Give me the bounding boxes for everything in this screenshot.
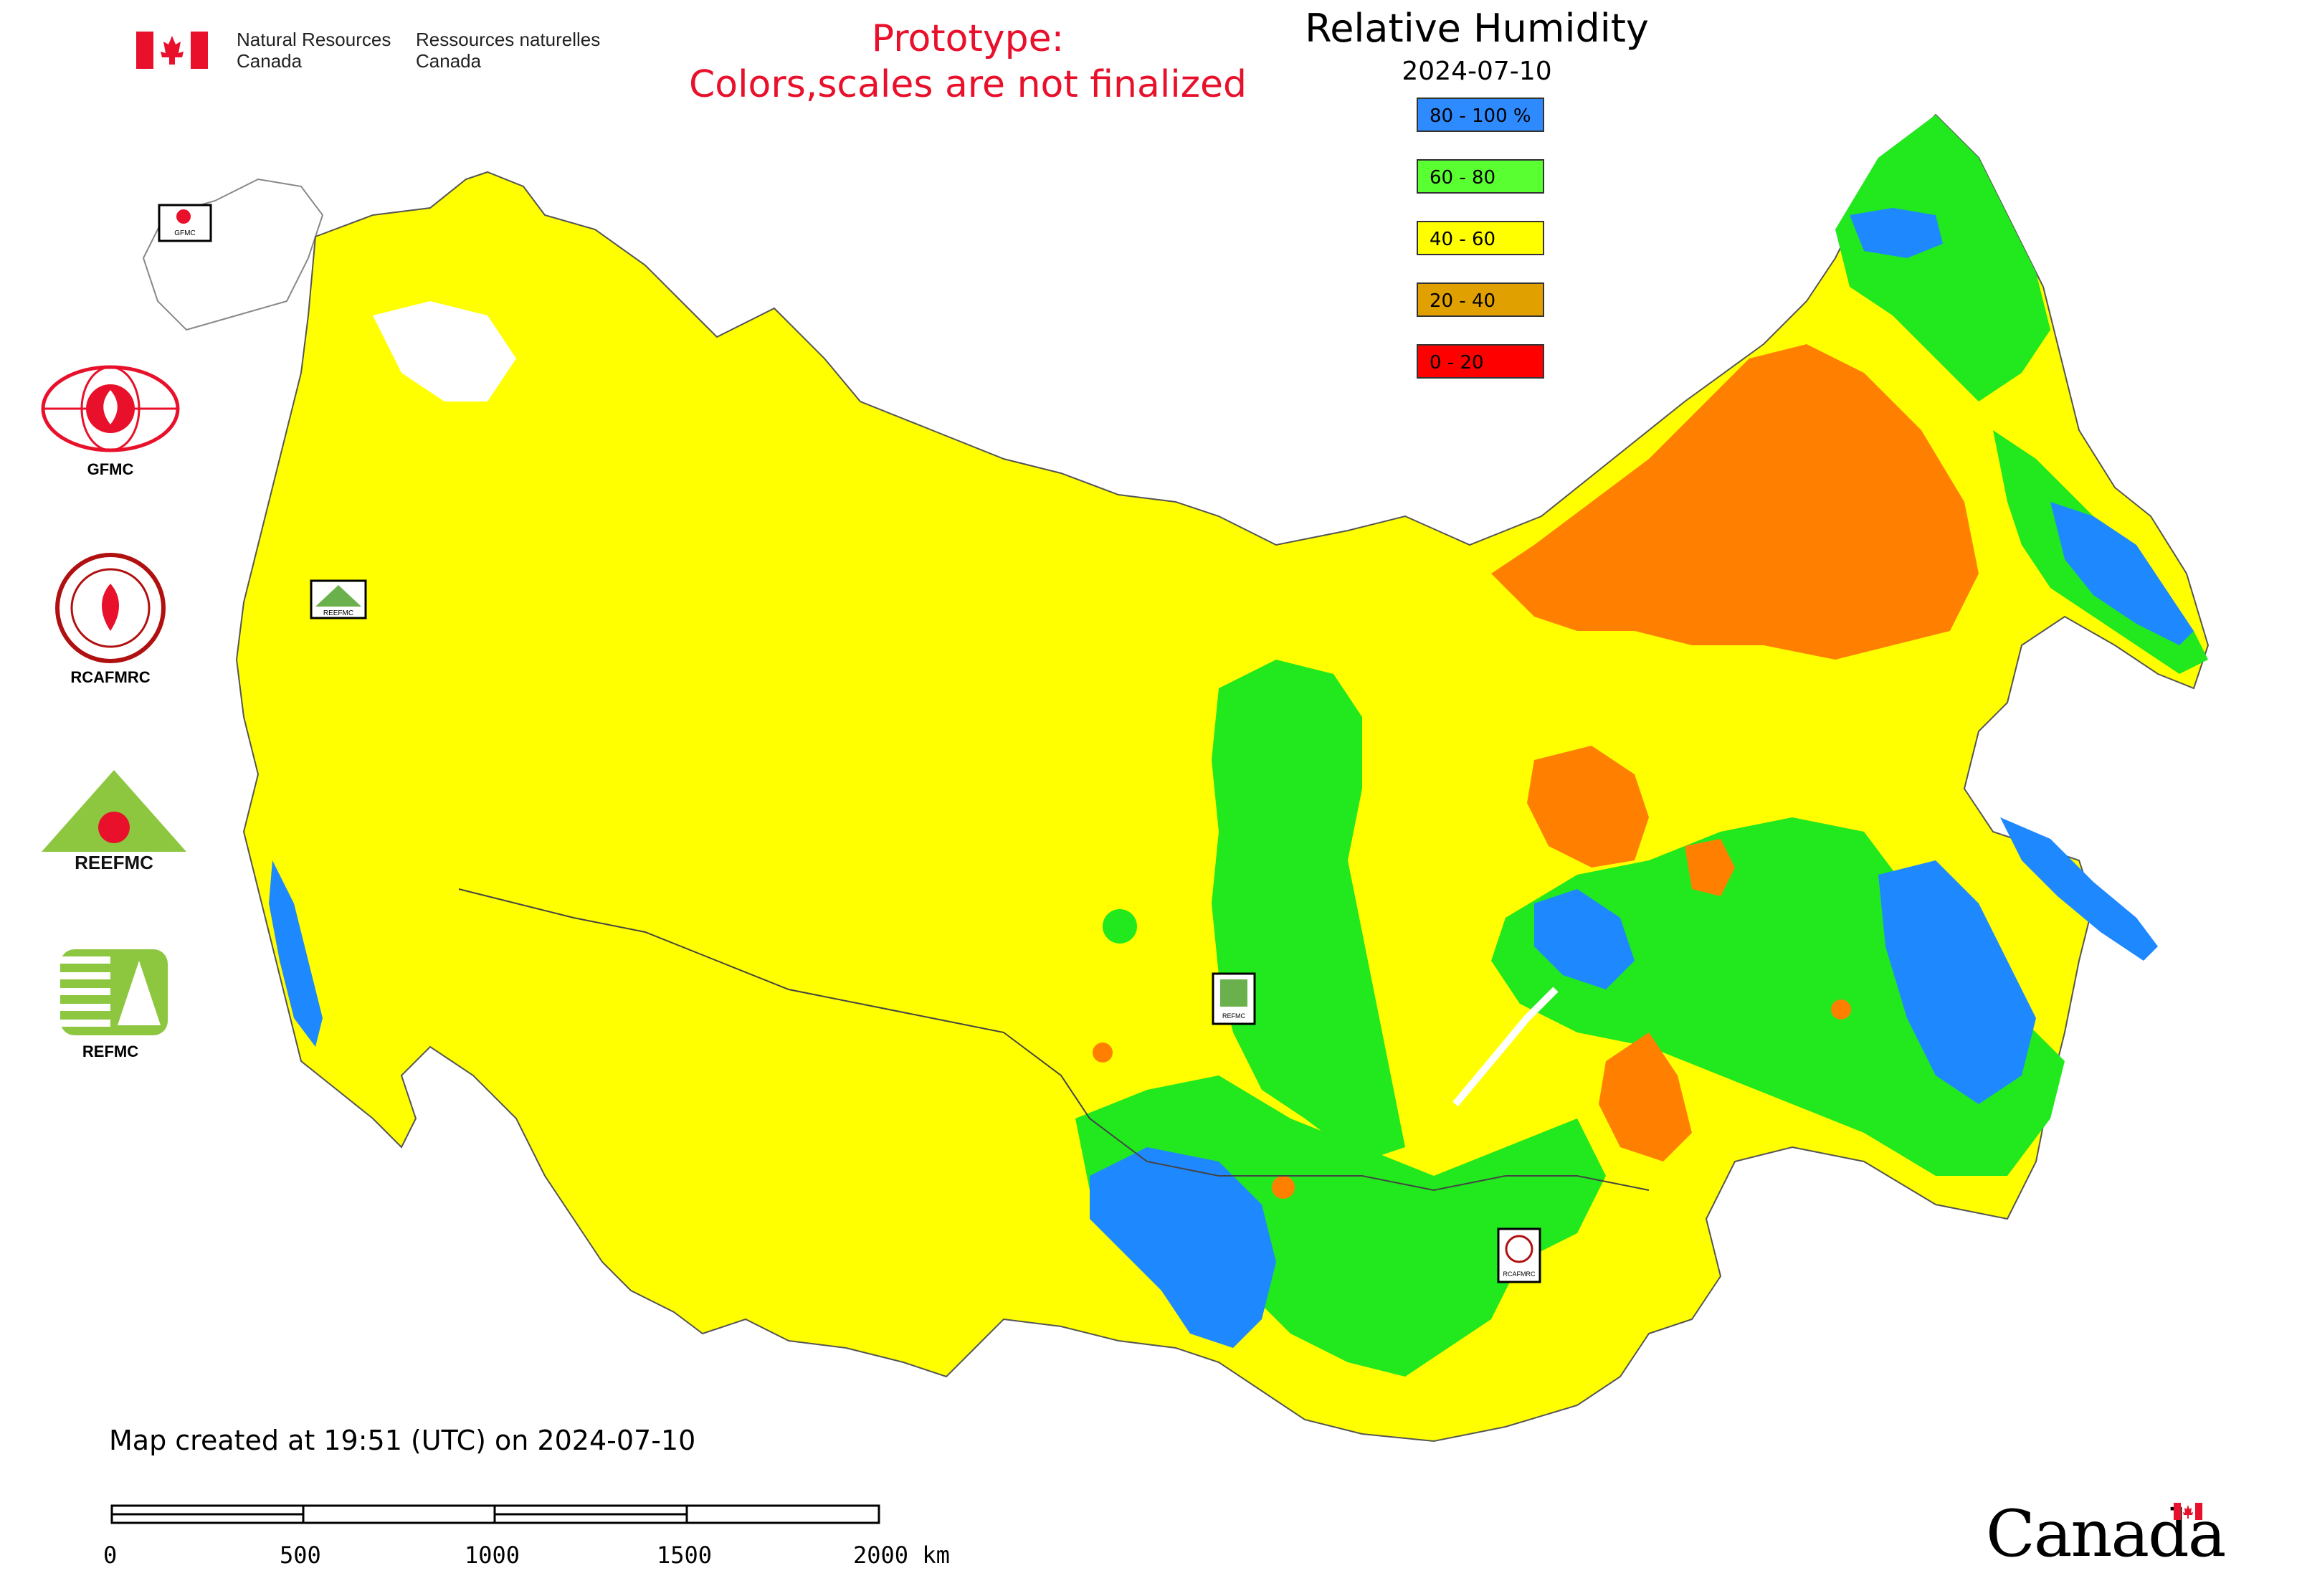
region-orange-spot-mongolia	[1272, 1176, 1295, 1199]
border-lines	[458, 888, 1650, 1192]
prototype-notice: Prototype: Colors,scales are not finaliz…	[688, 17, 1247, 106]
marker-rcafmrc: RCAFMRC	[1497, 1227, 1541, 1283]
region-orange-east-mid	[1685, 839, 1735, 896]
gfmc-logo-icon	[41, 365, 180, 452]
logo-refmc: REFMC	[39, 946, 182, 1061]
canada-wordmark: Canada	[1986, 1491, 2226, 1570]
legend-item-60-80: 60 - 80	[1417, 159, 1544, 194]
wordmark-flag-icon	[2174, 1503, 2202, 1520]
refmc-logo-icon	[60, 949, 168, 1035]
region-blue-kamchatka	[2050, 502, 2194, 645]
svg-text:REEFMC: REEFMC	[323, 609, 353, 617]
region-orange-spot-east	[1831, 999, 1851, 1020]
scale-label-1500: 1500	[657, 1542, 713, 1569]
white-sea	[373, 301, 516, 402]
scale-label-1000: 1000	[465, 1542, 520, 1569]
region-orange-spot-west	[1093, 1042, 1113, 1063]
logo-gfmc: GFMC	[39, 364, 182, 479]
region-orange-lower	[1599, 1032, 1692, 1162]
svg-text:GFMC: GFMC	[174, 229, 195, 237]
legend-item-80-100: 80 - 100 %	[1417, 98, 1544, 132]
scale-label-0: 0	[103, 1542, 118, 1569]
rcafmrc-logo-icon	[55, 553, 166, 663]
region-green-spot	[1103, 909, 1137, 944]
region-blue-baikal	[1534, 889, 1635, 989]
svg-text:REFMC: REFMC	[1222, 1012, 1245, 1020]
scale-label-2000: 2000 km	[853, 1542, 950, 1569]
legend-item-40-60: 40 - 60	[1417, 221, 1544, 255]
marker-gfmc: GFMC	[158, 204, 212, 242]
scale-label-500: 500	[280, 1542, 321, 1569]
legend-item-20-40: 20 - 40	[1417, 282, 1544, 317]
org-name-en: Natural Resources Canada	[237, 29, 391, 72]
region-green-northeast	[1835, 115, 2050, 402]
logo-reefmc: REEFMC	[39, 767, 189, 878]
region-green-east	[1491, 817, 2065, 1176]
scale-bar: 0 500 1000 1500 2000 km	[100, 1498, 975, 1577]
marker-refmc: REFMC	[1212, 972, 1256, 1025]
lake-baikal	[1452, 987, 1559, 1107]
scale-bar-graphic	[110, 1504, 880, 1524]
map-title: Relative Humidity	[1305, 6, 1649, 51]
legend-item-0-20: 0 - 20	[1417, 344, 1544, 379]
map-date: 2024-07-10	[1402, 57, 1552, 86]
marker-reefmc: REEFMC	[310, 579, 367, 619]
region-green-south	[1075, 1075, 1606, 1377]
canada-flag-icon	[136, 32, 208, 69]
region-blue-north	[1850, 208, 1943, 258]
europe-outline	[142, 178, 324, 331]
svg-text:RCAFMRC: RCAFMRC	[1503, 1270, 1536, 1278]
region-blue-sakhalin	[2000, 817, 2158, 961]
reefmc-logo-icon: REEFMC	[42, 770, 186, 873]
region-blue-south	[1090, 1147, 1276, 1348]
region-orange-northeast	[1491, 344, 1979, 660]
map-created-text: Map created at 19:51 (UTC) on 2024-07-10	[109, 1425, 696, 1456]
region-green-central	[1212, 660, 1405, 1162]
region-blue-east	[1878, 860, 2036, 1104]
region-orange-yakutia	[1527, 746, 1649, 868]
svg-text:REEFMC: REEFMC	[75, 852, 153, 873]
region-blue-west-coast	[269, 860, 323, 1047]
legend: 80 - 100 % 60 - 80 40 - 60 20 - 40 0 - 2…	[1417, 98, 1560, 406]
nrcan-signature: Natural Resources Canada Ressources natu…	[136, 29, 609, 79]
logo-rcafmrc: RCAFMRC	[39, 551, 182, 687]
org-name-fr: Ressources naturelles Canada	[416, 29, 601, 72]
